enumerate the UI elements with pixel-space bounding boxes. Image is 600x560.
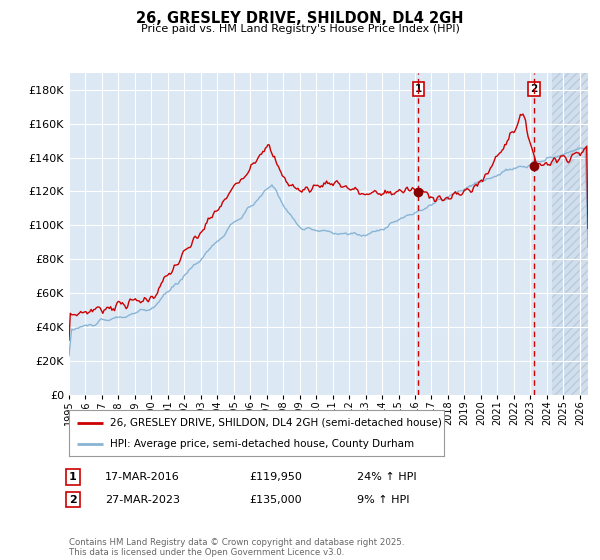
Bar — [552, 73, 588, 395]
Text: Price paid vs. HM Land Registry's House Price Index (HPI): Price paid vs. HM Land Registry's House … — [140, 24, 460, 34]
Text: 2: 2 — [530, 84, 538, 94]
Text: 17-MAR-2016: 17-MAR-2016 — [105, 472, 180, 482]
Text: 26, GRESLEY DRIVE, SHILDON, DL4 2GH (semi-detached house): 26, GRESLEY DRIVE, SHILDON, DL4 2GH (sem… — [110, 418, 442, 428]
Text: Contains HM Land Registry data © Crown copyright and database right 2025.
This d: Contains HM Land Registry data © Crown c… — [69, 538, 404, 557]
Text: 1: 1 — [415, 84, 422, 94]
Text: 2: 2 — [69, 494, 77, 505]
Text: 27-MAR-2023: 27-MAR-2023 — [105, 494, 180, 505]
Text: £135,000: £135,000 — [249, 494, 302, 505]
Text: 24% ↑ HPI: 24% ↑ HPI — [357, 472, 416, 482]
Text: 9% ↑ HPI: 9% ↑ HPI — [357, 494, 409, 505]
Text: 1: 1 — [69, 472, 77, 482]
Text: £119,950: £119,950 — [249, 472, 302, 482]
Text: 26, GRESLEY DRIVE, SHILDON, DL4 2GH: 26, GRESLEY DRIVE, SHILDON, DL4 2GH — [136, 11, 464, 26]
Text: HPI: Average price, semi-detached house, County Durham: HPI: Average price, semi-detached house,… — [110, 439, 415, 449]
